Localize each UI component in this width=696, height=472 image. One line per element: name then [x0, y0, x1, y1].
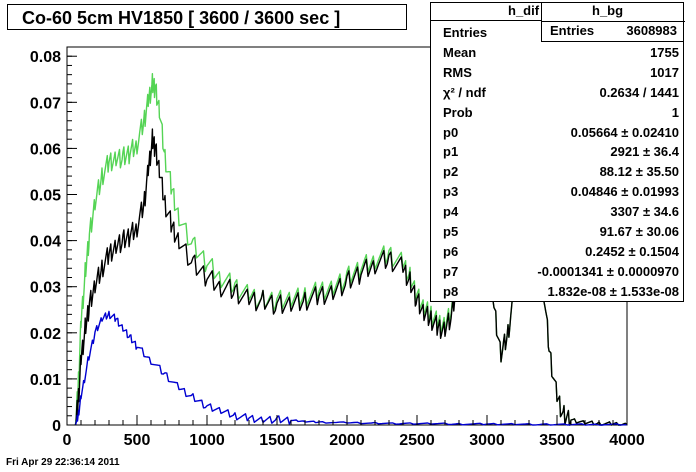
stats-row: p0 0.05664 ± 0.02410 — [443, 125, 679, 145]
x-tick-label: 500 — [124, 432, 151, 449]
y-tick-label: 0.04 — [30, 234, 61, 251]
x-tick-label: 4000 — [609, 432, 645, 449]
x-tick-label: 2500 — [399, 432, 435, 449]
stats-row-label: Mean — [443, 44, 477, 60]
stats-row-label: p1 — [443, 144, 459, 160]
stats-row-label: p2 — [443, 164, 459, 180]
stats-row-label: p7 — [443, 263, 459, 279]
stats-row-label: p0 — [443, 124, 459, 140]
x-tick-label: 2000 — [329, 432, 365, 449]
stats-row-value: 1017 — [650, 64, 679, 80]
stats-row-label: p4 — [443, 204, 459, 220]
stats-row-value: 91.67 ± 30.06 — [599, 224, 679, 239]
stats-title-divider-bg — [542, 21, 685, 22]
stats-row-value: 3307 ± 34.6 — [610, 204, 679, 220]
stats-row-label: p8 — [443, 283, 459, 299]
y-tick-label: 0.05 — [30, 188, 61, 205]
stats-row: χ² / ndf 0.2634 / 1441 — [443, 85, 679, 105]
stats-title-divider — [431, 20, 541, 21]
stats-row-value: 1755 — [650, 44, 679, 60]
stats-entries-value-bg: 3608983 — [626, 23, 677, 38]
x-tick-label: 1000 — [189, 432, 225, 449]
stats-row-label: χ² / ndf — [443, 84, 486, 100]
stats-box-h-dif: h_dif Entries Mean 1755 RMS 1017 χ² / ndf 0.26… — [430, 2, 684, 302]
stats-title-h-bg: h_bg — [592, 3, 624, 18]
stats-row: Prob 1 — [443, 105, 679, 125]
stats-box-h-bg: h_bg Entries 3608983 — [541, 2, 685, 42]
x-tick-label: 0 — [63, 432, 72, 449]
stats-row: p7 -0.0001341 ± 0.0000970 — [443, 264, 679, 284]
stats-row: p4 3307 ± 34.6 — [443, 204, 679, 224]
stats-row-value: 2921 ± 36.4 — [610, 144, 679, 160]
stats-row: Mean 1755 — [443, 45, 679, 65]
stats-row-label: p5 — [443, 224, 459, 239]
stats-row-value: 88.12 ± 35.50 — [599, 164, 679, 180]
stats-row: RMS 1017 — [443, 65, 679, 85]
x-tick-label: 1500 — [259, 432, 295, 449]
x-tick-label: 3500 — [539, 432, 575, 449]
stats-row: p3 0.04846 ± 0.01993 — [443, 184, 679, 204]
x-tick-label: 3000 — [469, 432, 505, 449]
stats-row: Entries — [443, 25, 679, 45]
y-tick-label: 0.01 — [30, 372, 61, 389]
y-tick-label: 0.02 — [30, 326, 61, 343]
stats-row-value: 0.04846 ± 0.01993 — [570, 184, 679, 200]
stats-row-label: p6 — [443, 243, 459, 259]
stats-row: p8 1.832e-08 ± 1.533e-08 — [443, 284, 679, 304]
timestamp-footer: Fri Apr 29 22:36:14 2011 — [6, 457, 120, 468]
stats-row: p6 0.2452 ± 0.1504 — [443, 244, 679, 264]
y-tick-label: 0.06 — [30, 141, 61, 158]
stats-row: p2 88.12 ± 35.50 — [443, 164, 679, 184]
stats-row-label: p3 — [443, 184, 459, 200]
stats-row-value: 0.2452 ± 0.1504 — [585, 243, 679, 259]
y-tick-label: 0.03 — [30, 280, 61, 297]
plot-title: Co-60 5cm HV1850 [ 3600 / 3600 sec ] — [22, 8, 341, 28]
stats-entries-label-bg: Entries — [550, 23, 595, 38]
stats-row: p5 91.67 ± 30.06 — [443, 224, 679, 244]
stats-row: p1 2921 ± 36.4 — [443, 144, 679, 164]
stats-row-label: RMS — [443, 64, 472, 80]
stats-row-value: 0.2634 / 1441 — [599, 84, 679, 100]
y-tick-label: 0.08 — [30, 49, 61, 66]
y-tick-label: 0 — [52, 418, 61, 435]
y-tick-label: 0.07 — [30, 95, 61, 112]
stats-row-value: 1.832e-08 ± 1.533e-08 — [547, 283, 679, 299]
stats-row-value: 1 — [671, 104, 679, 120]
stats-row-value: -0.0001341 ± 0.0000970 — [537, 263, 679, 279]
stats-row-value: 0.05664 ± 0.02410 — [570, 124, 679, 140]
stats-row-label: Prob — [443, 104, 473, 120]
stats-title-h-dif: h_dif — [508, 3, 540, 18]
plot-title-box: Co-60 5cm HV1850 [ 3600 / 3600 sec ] — [7, 4, 407, 30]
series-line-background — [74, 310, 628, 426]
stats-row-label: Entries — [443, 25, 488, 40]
